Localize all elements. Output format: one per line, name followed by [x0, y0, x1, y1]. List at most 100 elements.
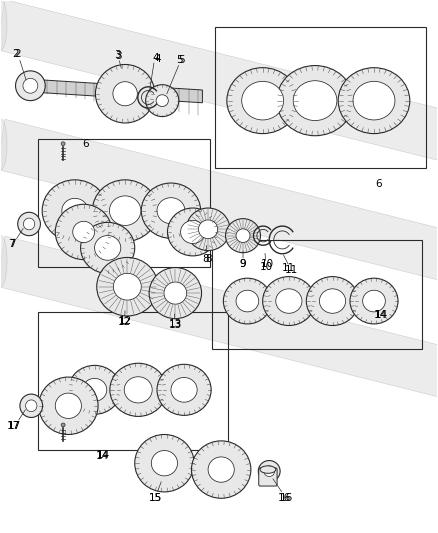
Ellipse shape: [73, 221, 95, 243]
Ellipse shape: [350, 278, 398, 324]
Text: 11: 11: [284, 265, 298, 275]
Ellipse shape: [146, 85, 179, 117]
Ellipse shape: [363, 290, 385, 312]
Text: 14: 14: [96, 451, 110, 461]
Text: 15: 15: [149, 492, 162, 503]
Text: 16: 16: [280, 492, 293, 503]
Text: 7: 7: [10, 239, 16, 248]
Polygon shape: [33, 79, 202, 103]
Text: 12: 12: [119, 316, 132, 326]
Ellipse shape: [18, 212, 40, 236]
Polygon shape: [0, 119, 438, 281]
Polygon shape: [0, 236, 438, 398]
Ellipse shape: [81, 222, 135, 273]
Ellipse shape: [353, 82, 395, 120]
Ellipse shape: [277, 66, 353, 136]
Ellipse shape: [293, 80, 337, 120]
Ellipse shape: [61, 423, 65, 427]
Text: 2: 2: [14, 49, 21, 59]
Text: 12: 12: [118, 317, 131, 327]
Ellipse shape: [61, 142, 65, 146]
Text: 5: 5: [177, 55, 183, 65]
Text: 14: 14: [374, 310, 387, 320]
Ellipse shape: [156, 95, 168, 107]
Ellipse shape: [95, 64, 155, 123]
Ellipse shape: [186, 208, 230, 251]
Ellipse shape: [135, 434, 194, 492]
Ellipse shape: [82, 378, 107, 401]
Text: 16: 16: [278, 492, 291, 503]
Ellipse shape: [258, 461, 280, 482]
Ellipse shape: [242, 82, 284, 120]
Ellipse shape: [23, 78, 38, 93]
Text: 10: 10: [260, 262, 273, 271]
Ellipse shape: [236, 229, 250, 243]
Ellipse shape: [171, 377, 197, 402]
Text: 14: 14: [375, 310, 388, 320]
Text: 15: 15: [149, 492, 162, 503]
Text: 3: 3: [114, 51, 121, 60]
Ellipse shape: [164, 282, 187, 304]
Text: 4: 4: [155, 54, 161, 64]
Text: 9: 9: [240, 259, 246, 269]
Ellipse shape: [157, 365, 211, 415]
Ellipse shape: [0, 236, 7, 287]
Ellipse shape: [223, 278, 272, 324]
Text: 17: 17: [8, 421, 21, 431]
Ellipse shape: [113, 82, 138, 106]
Ellipse shape: [157, 198, 185, 224]
Ellipse shape: [113, 273, 141, 300]
Text: 2: 2: [13, 49, 19, 59]
Text: 11: 11: [282, 263, 296, 272]
Text: 7: 7: [8, 239, 15, 248]
Text: 6: 6: [375, 179, 381, 189]
Ellipse shape: [55, 393, 81, 418]
Ellipse shape: [15, 71, 45, 101]
Text: 13: 13: [169, 319, 182, 329]
Ellipse shape: [151, 450, 177, 476]
Ellipse shape: [25, 400, 37, 411]
Ellipse shape: [236, 290, 259, 312]
Ellipse shape: [0, 0, 7, 50]
Ellipse shape: [264, 466, 275, 477]
Ellipse shape: [20, 394, 42, 417]
Ellipse shape: [198, 220, 218, 239]
Ellipse shape: [276, 289, 302, 313]
Text: 8: 8: [203, 254, 209, 263]
Text: 5: 5: [179, 55, 185, 65]
Ellipse shape: [110, 364, 166, 416]
Ellipse shape: [39, 377, 98, 434]
Ellipse shape: [338, 68, 410, 134]
Ellipse shape: [42, 180, 108, 241]
Text: 8: 8: [205, 254, 212, 263]
Polygon shape: [0, 0, 438, 161]
Ellipse shape: [191, 441, 251, 498]
Ellipse shape: [149, 268, 201, 319]
FancyBboxPatch shape: [259, 468, 277, 486]
Text: 13: 13: [169, 320, 182, 330]
Ellipse shape: [0, 119, 7, 169]
Text: 17: 17: [7, 421, 21, 431]
Ellipse shape: [226, 219, 261, 253]
Ellipse shape: [124, 377, 152, 403]
Ellipse shape: [260, 466, 276, 473]
Text: 14: 14: [97, 450, 110, 460]
Ellipse shape: [227, 68, 298, 134]
Ellipse shape: [141, 183, 201, 238]
Ellipse shape: [167, 208, 218, 256]
Ellipse shape: [110, 196, 141, 225]
Text: 4: 4: [152, 53, 159, 62]
Text: 6: 6: [82, 139, 89, 149]
Ellipse shape: [95, 236, 121, 260]
Ellipse shape: [180, 221, 205, 244]
Ellipse shape: [92, 180, 158, 241]
Text: 10: 10: [261, 259, 274, 269]
Ellipse shape: [97, 257, 158, 316]
Ellipse shape: [55, 204, 112, 260]
Ellipse shape: [208, 457, 234, 482]
Text: 9: 9: [240, 259, 246, 269]
Ellipse shape: [62, 198, 88, 223]
Ellipse shape: [23, 218, 35, 230]
Ellipse shape: [68, 366, 121, 414]
Ellipse shape: [263, 277, 315, 326]
